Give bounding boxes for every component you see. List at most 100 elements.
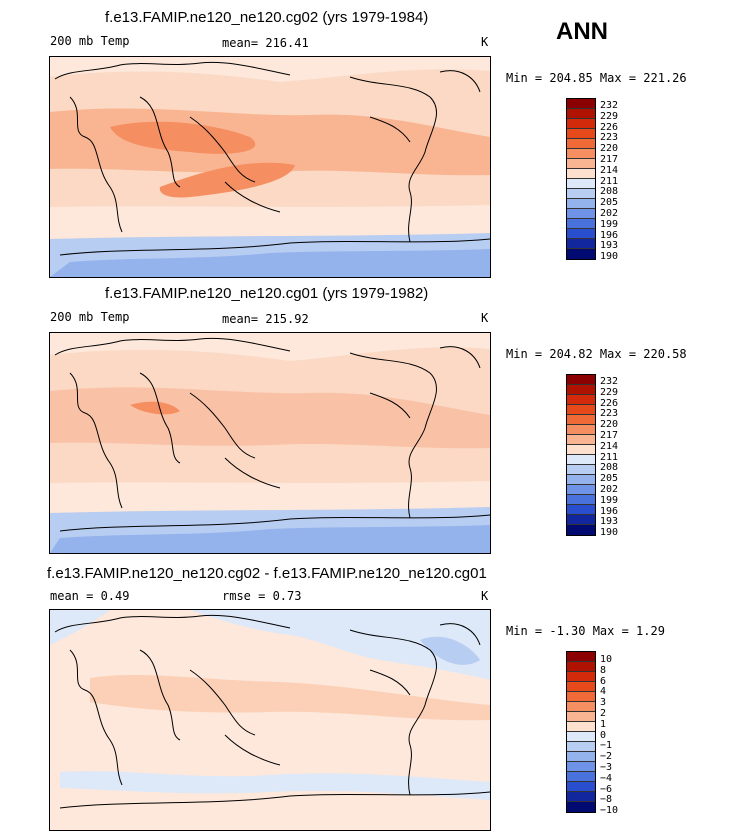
colorbar-swatch <box>567 189 595 199</box>
colorbar-tick: 205 <box>600 473 619 485</box>
colorbar-tick: 211 <box>600 451 619 463</box>
colorbar-tick: −1 <box>600 740 613 752</box>
colorbar-tick: 10 <box>600 654 613 665</box>
colorbar-tick: 2 <box>600 707 607 719</box>
colorbar-swatch <box>567 732 595 742</box>
colorbar-tick: 208 <box>600 462 619 474</box>
colorbar-swatch <box>567 485 595 495</box>
colorbar-tick: −8 <box>600 794 613 806</box>
colorbar-tick: 232 <box>600 100 619 111</box>
asian-warm-core <box>110 121 256 154</box>
colorbar-tick: 4 <box>600 686 607 698</box>
panel-1-colorbar-ticks: 232 229 226 223 220 217 214 211 208 205 … <box>600 100 619 263</box>
colorbar-swatch <box>567 712 595 722</box>
tropical-positive-band <box>90 674 490 721</box>
northern-cool-band <box>50 57 490 82</box>
colorbar-swatch <box>567 385 595 395</box>
colorbar-tick: 220 <box>600 143 619 155</box>
panel-1-map <box>49 56 491 278</box>
colorbar-swatch <box>567 722 595 732</box>
colorbar-tick: 0 <box>600 729 607 741</box>
colorbar-swatch <box>567 119 595 129</box>
colorbar-swatch <box>567 159 595 169</box>
panel-3-map <box>49 609 491 831</box>
colorbar-tick: 214 <box>600 164 619 176</box>
colorbar-swatch <box>567 405 595 415</box>
colorbar-swatch <box>567 762 595 772</box>
panel-1-map-svg <box>50 57 490 277</box>
colorbar-tick: 214 <box>600 440 619 452</box>
colorbar-swatch <box>567 742 595 752</box>
colorbar-tick: 6 <box>600 675 607 687</box>
colorbar-tick: 193 <box>600 516 619 528</box>
colorbar-tick: 196 <box>600 229 619 241</box>
colorbar-tick: 229 <box>600 110 619 122</box>
panel-1-variable-label: 200 mb Temp <box>50 34 130 48</box>
colorbar-swatch <box>567 465 595 475</box>
colorbar-swatch <box>567 802 595 812</box>
colorbar-swatch <box>567 425 595 435</box>
panel-2-title: f.e13.FAMIP.ne120_ne120.cg01 (yrs 1979-1… <box>105 285 429 302</box>
colorbar-swatch <box>567 229 595 239</box>
colorbar-swatch <box>567 455 595 465</box>
colorbar-tick: 199 <box>600 494 619 506</box>
panel-3-colorbar-ticks: 10 8 6 4 3 2 1 0 −1 −2 −3 −4 −6 −8 −10 <box>600 654 619 817</box>
greenland-negative-core <box>420 636 480 665</box>
colorbar-swatch <box>567 249 595 259</box>
colorbar-tick: 190 <box>600 527 619 539</box>
southern-negative-band <box>60 771 490 800</box>
colorbar-swatch <box>567 99 595 109</box>
colorbar-swatch <box>567 692 595 702</box>
season-label: ANN <box>556 18 608 45</box>
colorbar-tick: 3 <box>600 697 607 709</box>
panel-2-min-max: Min = 204.82 Max = 220.58 <box>506 347 687 361</box>
colorbar-tick: −2 <box>600 751 613 763</box>
colorbar-swatch <box>567 495 595 505</box>
colorbar-tick: 211 <box>600 175 619 187</box>
colorbar-tick: 220 <box>600 419 619 431</box>
colorbar-tick: −6 <box>600 783 613 795</box>
colorbar-tick: 217 <box>600 429 619 441</box>
colorbar-tick: 193 <box>600 240 619 252</box>
colorbar-tick: 202 <box>600 483 619 495</box>
colorbar-tick: 223 <box>600 408 619 420</box>
southern-light-band <box>50 481 490 513</box>
panel-3-title: f.e13.FAMIP.ne120_ne120.cg02 - f.e13.FAM… <box>47 565 487 582</box>
colorbar-swatch <box>567 139 595 149</box>
colorbar-swatch <box>567 375 595 385</box>
colorbar-tick: 205 <box>600 197 619 209</box>
colorbar-tick: 226 <box>600 121 619 133</box>
antarctic-colder-band <box>50 525 490 553</box>
colorbar-swatch <box>567 435 595 445</box>
colorbar-swatch <box>567 415 595 425</box>
panel-3-units: K <box>481 589 489 603</box>
colorbar-swatch <box>567 445 595 455</box>
colorbar-tick: 217 <box>600 153 619 165</box>
colorbar-swatch <box>567 219 595 229</box>
north-atlantic-negative-region <box>190 610 490 680</box>
panel-3-colorbar <box>566 651 596 813</box>
colorbar-tick: 223 <box>600 132 619 144</box>
colorbar-tick: −3 <box>600 761 613 773</box>
colorbar-tick: 196 <box>600 505 619 517</box>
colorbar-tick: 232 <box>600 376 619 387</box>
colorbar-swatch <box>567 752 595 762</box>
colorbar-swatch <box>567 682 595 692</box>
colorbar-swatch <box>567 179 595 189</box>
colorbar-swatch <box>567 525 595 535</box>
colorbar-tick: 226 <box>600 397 619 409</box>
colorbar-tick: 1 <box>600 718 607 730</box>
colorbar-swatch <box>567 129 595 139</box>
southern-light-band <box>50 205 490 239</box>
panel-2-units: K <box>481 311 489 325</box>
colorbar-tick: 202 <box>600 207 619 219</box>
colorbar-tick: 199 <box>600 218 619 230</box>
colorbar-swatch <box>567 792 595 802</box>
colorbar-swatch <box>567 395 595 405</box>
panel-1-mean-label: mean= 216.41 <box>222 36 309 50</box>
panel-2-colorbar-ticks: 232 229 226 223 220 217 214 211 208 205 … <box>600 376 619 539</box>
colorbar-tick: −10 <box>600 805 619 817</box>
asian-warm-core <box>130 401 180 415</box>
colorbar-swatch <box>567 505 595 515</box>
colorbar-swatch <box>567 515 595 525</box>
